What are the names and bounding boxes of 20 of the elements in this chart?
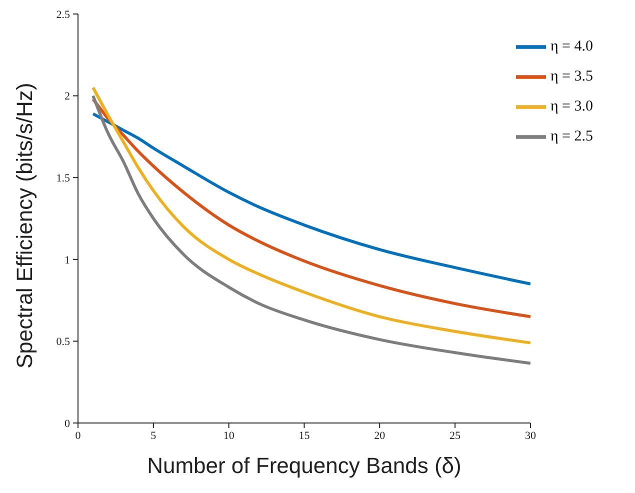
x-axis-title: Number of Frequency Bands (δ)	[147, 453, 462, 478]
y-axis-title: Spectral Efficiency (bits/s/Hz)	[12, 82, 37, 368]
y-tick-label: 1	[64, 254, 70, 266]
legend-label: η = 3.0	[550, 98, 593, 114]
x-tick-label: 10	[223, 430, 235, 442]
y-tick-label: 0.5	[56, 336, 70, 348]
y-tick-label: 1.5	[56, 172, 70, 185]
legend-label: η = 2.5	[550, 128, 593, 144]
y-tick-label: 0	[64, 418, 70, 430]
legend-label: η = 4.0	[550, 38, 593, 54]
x-tick-label: 20	[374, 430, 386, 442]
line-series	[92, 112, 530, 286]
x-tick-label: 25	[450, 430, 462, 442]
x-tick-label: 0	[75, 430, 82, 442]
y-tick-label: 2.5	[56, 8, 70, 21]
x-tick-label: 15	[298, 430, 310, 442]
y-tick-label: 2	[64, 90, 70, 103]
legend-label: η = 3.5	[550, 68, 593, 84]
x-tick-label: 30	[524, 430, 536, 442]
x-tick-label: 5	[150, 430, 157, 442]
